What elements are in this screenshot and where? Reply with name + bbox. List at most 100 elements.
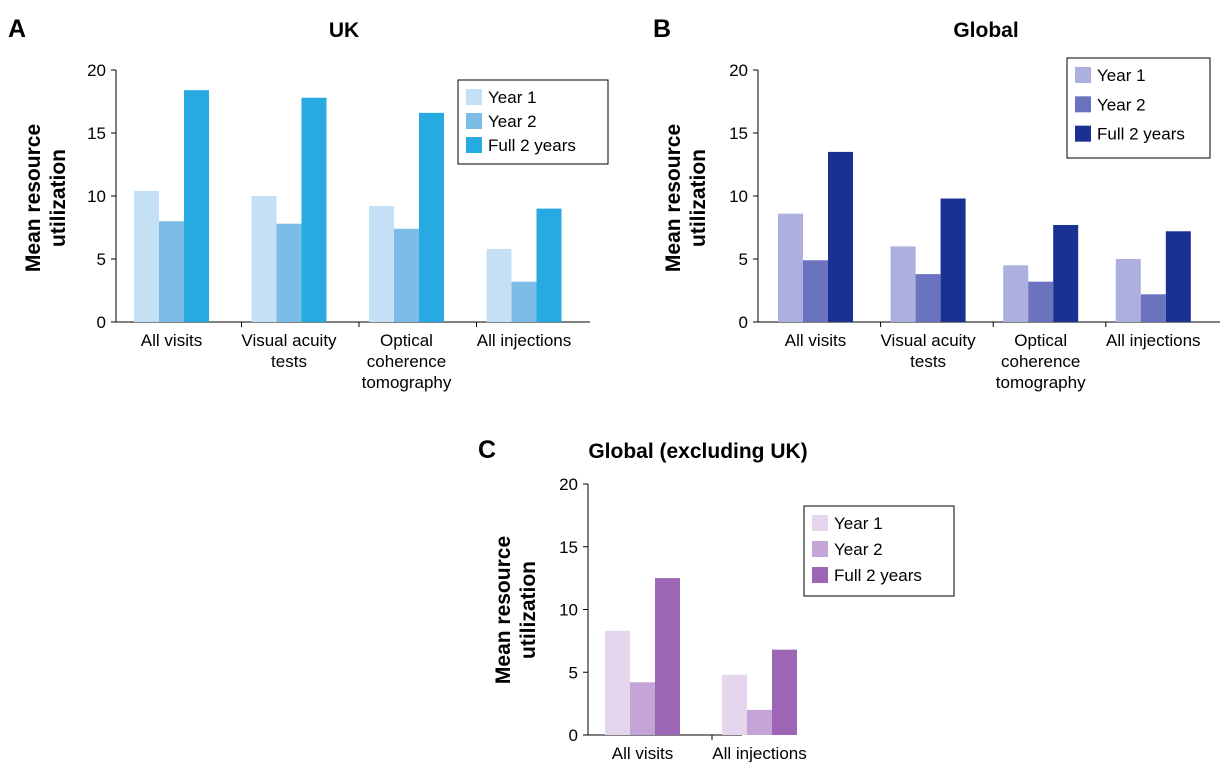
y-tick-label: 20 xyxy=(559,475,578,494)
x-category-label-line: Visual acuity xyxy=(241,331,337,350)
legend-label: Full 2 years xyxy=(1097,125,1185,144)
x-category-label: Visual acuity tests xyxy=(241,331,337,371)
bar-year-1 xyxy=(369,206,394,322)
y-tick-label: 20 xyxy=(87,61,106,80)
y-axis-label: Mean resourceutilization xyxy=(662,124,710,272)
legend-label: Full 2 years xyxy=(834,566,922,585)
bar-year-1 xyxy=(486,248,512,322)
y-tick-label: 5 xyxy=(569,663,578,682)
y-tick-label: 0 xyxy=(569,726,578,745)
legend-box xyxy=(803,505,955,597)
x-category-label: All injections xyxy=(477,331,572,350)
bar-year-2 xyxy=(803,260,828,322)
x-category-label-line: Optical xyxy=(380,331,433,350)
y-tick-label: 5 xyxy=(739,250,748,269)
bar-year-1 xyxy=(1115,259,1141,322)
legend: Year 1 Year 2 Full 2 years xyxy=(803,505,955,597)
legend-label: Year 2 xyxy=(488,112,537,131)
legend-swatch xyxy=(466,137,482,153)
legend-swatch xyxy=(466,89,482,105)
bar-year-1 xyxy=(251,196,277,322)
legend-swatch xyxy=(1075,96,1091,113)
legend-swatch xyxy=(812,515,828,531)
x-category-label-line: tests xyxy=(910,352,946,371)
x-category-label-line: All visits xyxy=(141,331,202,350)
x-category-label: All injections xyxy=(712,744,807,762)
legend-label: Year 1 xyxy=(1097,66,1146,85)
chart-panel-c: C Global (excluding UK) Mean resourceutili… xyxy=(478,436,955,762)
legend: Year 1 Year 2 Full 2 years xyxy=(457,79,609,165)
x-category-label: All visits xyxy=(785,331,846,350)
x-category-label-line: coherence xyxy=(367,352,446,371)
bar-full-2-years xyxy=(1053,224,1079,322)
x-category-label: All visits xyxy=(141,331,202,350)
y-tick-label: 0 xyxy=(97,313,106,332)
y-axis-label: Mean resourceutilization xyxy=(492,536,540,684)
y-tick-label: 10 xyxy=(559,601,578,620)
y-axis-label-line: utilization xyxy=(47,149,70,247)
x-category-label-line: tomography xyxy=(362,373,452,392)
x-category-label: Visual acuity tests xyxy=(881,331,977,371)
bar-year-2 xyxy=(747,709,772,735)
bar-year-2 xyxy=(511,281,537,322)
panel-letter: A xyxy=(8,15,26,43)
legend-swatch xyxy=(1075,67,1091,83)
x-category-label: Optical coherence tomography xyxy=(362,331,452,392)
x-category-label: All injections xyxy=(1106,331,1201,350)
x-category-label-line: All injections xyxy=(1106,331,1201,350)
legend-label: Full 2 years xyxy=(488,136,576,155)
y-axis-label-line: utilization xyxy=(687,149,710,247)
legend-swatch xyxy=(812,541,828,557)
bar-full-2-years xyxy=(1165,231,1191,322)
bar-year-1 xyxy=(134,190,159,322)
bar-full-2-years xyxy=(184,90,209,322)
bar-year-1 xyxy=(1003,265,1029,322)
x-category-label-line: All injections xyxy=(477,331,572,350)
legend-label: Year 2 xyxy=(1097,95,1146,114)
x-category-label-line: tests xyxy=(271,352,307,371)
legend-label: Year 1 xyxy=(834,514,883,533)
panel-letter: B xyxy=(653,15,671,43)
chart-title: Global xyxy=(953,19,1018,42)
y-tick-label: 0 xyxy=(739,313,748,332)
bar-year-2 xyxy=(1140,294,1166,322)
bar-full-2-years xyxy=(655,578,680,735)
bar-year-1 xyxy=(778,213,803,322)
bar-full-2-years xyxy=(419,112,444,322)
bar-year-1 xyxy=(605,630,630,735)
y-axis-label-line: utilization xyxy=(517,561,540,659)
y-axis-label-line: Mean resource xyxy=(22,124,45,272)
legend-label: Year 1 xyxy=(488,88,537,107)
y-axis-label-line: Mean resource xyxy=(492,536,515,684)
chart-title: UK xyxy=(329,19,359,42)
bar-year-2 xyxy=(276,223,302,322)
x-category-label-line: Optical xyxy=(1014,331,1067,350)
bar-full-2-years xyxy=(301,97,327,322)
y-axis-label: Mean resourceutilization xyxy=(22,124,70,272)
bar-year-2 xyxy=(394,228,419,322)
bar-year-2 xyxy=(630,682,655,735)
x-category-label-line: All visits xyxy=(612,744,673,762)
bar-full-2-years xyxy=(940,198,966,322)
y-axis-label-line: Mean resource xyxy=(662,124,685,272)
bar-year-1 xyxy=(722,674,747,735)
x-category-label-line: coherence xyxy=(1001,352,1080,371)
y-tick-label: 15 xyxy=(559,538,578,557)
y-tick-label: 5 xyxy=(97,250,106,269)
bar-full-2-years xyxy=(772,649,797,735)
bar-year-2 xyxy=(159,221,184,322)
legend-swatch xyxy=(1075,125,1091,142)
legend: Year 1 Year 2 Full 2 years xyxy=(1066,57,1211,159)
x-category-label-line: All visits xyxy=(785,331,846,350)
y-tick-label: 20 xyxy=(729,61,748,80)
legend-swatch xyxy=(812,567,828,583)
x-category-label: All visits xyxy=(612,744,673,762)
bar-year-2 xyxy=(1028,281,1054,322)
y-tick-label: 15 xyxy=(87,124,106,143)
x-category-label-line: tomography xyxy=(996,373,1086,392)
bar-year-2 xyxy=(915,274,941,322)
bar-full-2-years xyxy=(828,151,853,322)
chart-title: Global (excluding UK) xyxy=(588,440,807,463)
legend-swatch xyxy=(466,113,482,129)
